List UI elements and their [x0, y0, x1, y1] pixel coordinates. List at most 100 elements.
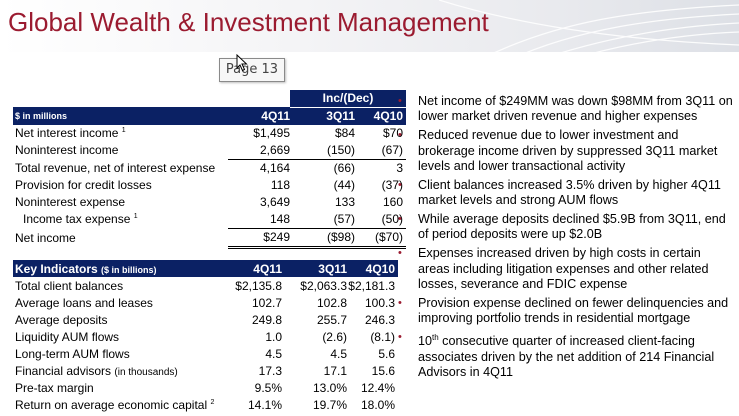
cell: 9.5%: [254, 380, 282, 395]
table-row: Net interest income 1 $1,495 $84 $70: [13, 125, 406, 142]
bullet-item: • Expenses increased driven by high costs…: [398, 246, 709, 292]
bullet-item: • Provision expense declined on fewer del…: [398, 295, 729, 326]
cell: 2,669: [259, 143, 290, 157]
cell: (50): [381, 212, 403, 226]
table-row: Provision for credit losses 118 (44) (37…: [13, 177, 406, 194]
cell: 4.5: [265, 346, 282, 361]
cell: (57): [333, 212, 355, 226]
cell: (67): [381, 143, 403, 157]
table-row: Liquidity AUM flows 1.0 (2.6) (8.1): [13, 328, 398, 345]
bullet-icon: •: [398, 129, 402, 142]
col-header: 4Q11: [220, 260, 282, 277]
units-label: $ in millions: [13, 107, 228, 125]
table-row: Total revenue, net of interest expense 4…: [13, 158, 406, 177]
cell: 1.0: [265, 329, 282, 344]
row-label: Average loans and leases: [15, 295, 153, 310]
col-header: 4Q10: [347, 260, 398, 277]
cell: 13.0%: [312, 380, 347, 395]
bullet-icon: •: [398, 296, 402, 309]
cell: 14.1%: [247, 397, 282, 412]
table-row: Long-term AUM flows 4.5 4.5 5.6: [13, 345, 398, 362]
table-row: Average deposits 249.8 255.7 246.3: [13, 311, 398, 328]
cell: 3,649: [259, 195, 290, 209]
row-label: Noninterest expense: [15, 195, 126, 209]
bullet-icon: •: [398, 178, 402, 191]
cell: $249: [228, 227, 290, 249]
bullet-item: • Net income of $249MM was down $98MM fro…: [398, 94, 733, 124]
mouse-cursor-icon: [236, 54, 248, 72]
cell: (2.6): [322, 329, 347, 344]
bullet-icon: •: [398, 331, 402, 344]
row-label: Income tax expense 1: [23, 212, 138, 227]
cell: $1,495: [253, 126, 290, 140]
cell: (150): [326, 143, 355, 157]
cell: 118: [270, 178, 290, 192]
bullet-item: • 10th consecutive quarter of increased c…: [398, 331, 715, 380]
bullet-icon: •: [398, 247, 402, 260]
cell: 249.8: [251, 312, 282, 327]
inc-dec-header: Inc/(Dec): [290, 90, 406, 108]
cell: $84: [334, 126, 355, 140]
cell: 160: [382, 195, 403, 209]
title-bar: [0, 0, 739, 60]
cell: (66): [290, 158, 355, 177]
cell: 246.3: [364, 312, 395, 327]
col-header: 3Q11: [290, 107, 355, 125]
col-header: 4Q11: [228, 107, 290, 125]
cell: $70: [382, 126, 403, 140]
row-label: Pre-tax margin: [15, 380, 94, 395]
cell: 4,164: [228, 158, 290, 177]
table-row: Noninterest income 2,669 (150) (67): [13, 142, 406, 160]
cell: 12.4%: [360, 380, 395, 395]
cell: (37): [381, 178, 403, 192]
cell: 19.7%: [312, 397, 347, 412]
cell: (44): [333, 178, 355, 192]
row-label: Provision for credit losses: [15, 178, 152, 192]
table-row: Pre-tax margin 9.5% 13.0% 12.4%: [13, 379, 398, 396]
table-row: Total client balances $2,135.8 $2,063.3 …: [13, 277, 398, 294]
bullet-item: • While average deposits declined $5.9B f…: [398, 212, 726, 242]
table-row: Noninterest expense 3,649 133 160: [13, 194, 406, 211]
cell: 17.1: [323, 363, 347, 378]
table-row: Income tax expense 1 148 (57) (50): [13, 211, 406, 229]
row-label: Net interest income 1: [15, 126, 126, 140]
col-header: 3Q11: [282, 260, 347, 277]
cell: 133: [334, 195, 355, 209]
row-label: Financial advisors (in thousands): [15, 363, 178, 378]
cell: 102.8: [316, 295, 347, 310]
row-label: Noninterest income: [15, 143, 119, 158]
bullet-icon: •: [398, 95, 402, 107]
cell: 4.5: [330, 346, 347, 361]
cell: ($98): [290, 227, 355, 249]
bullet-item: • Client balances increased 3.5% driven b…: [398, 177, 721, 208]
financials-table: Inc/(Dec) $ in millions 4Q11 3Q11 4Q10 N…: [13, 90, 406, 249]
financials-header-row: $ in millions 4Q11 3Q11 4Q10: [13, 107, 406, 125]
cell: (8.1): [370, 329, 395, 344]
key-indicators-table: Key Indicators ($ in billions) 4Q11 3Q11…: [13, 260, 398, 413]
cell: $2,181.3: [348, 278, 395, 293]
cell: 100.3: [364, 295, 395, 310]
cell: 18.0%: [360, 397, 395, 412]
cell: 102.7: [251, 295, 282, 310]
row-label: Return on average economic capital 2: [15, 397, 215, 412]
row-label: Average deposits: [15, 312, 108, 327]
cell: ($70): [355, 227, 406, 249]
row-label: Long-term AUM flows: [15, 346, 130, 361]
row-label: Net income: [15, 230, 76, 245]
table-row: Return on average economic capital 2 14.…: [13, 396, 398, 413]
cell: 3: [355, 158, 406, 177]
page-title: Global Wealth & Investment Management: [8, 7, 489, 37]
cell: 255.7: [316, 312, 347, 327]
page-tooltip: Page 13: [219, 58, 285, 82]
key-indicators-label: Key Indicators ($ in billions): [13, 260, 220, 277]
cell: 5.6: [378, 346, 395, 361]
row-label: Total client balances: [15, 278, 124, 293]
cell: $2,135.8: [235, 278, 282, 293]
commentary-bullets: • Net income of $249MM was down $98MM fro…: [398, 94, 734, 384]
cell: 17.3: [258, 363, 282, 378]
group-header-row: Inc/(Dec): [13, 90, 406, 108]
row-label: Liquidity AUM flows: [15, 329, 120, 344]
table-row: Net income $249 ($98) ($70): [13, 227, 406, 249]
table-row: Average loans and leases 102.7 102.8 100…: [13, 294, 398, 311]
key-indicators-header-row: Key Indicators ($ in billions) 4Q11 3Q11…: [13, 260, 398, 277]
